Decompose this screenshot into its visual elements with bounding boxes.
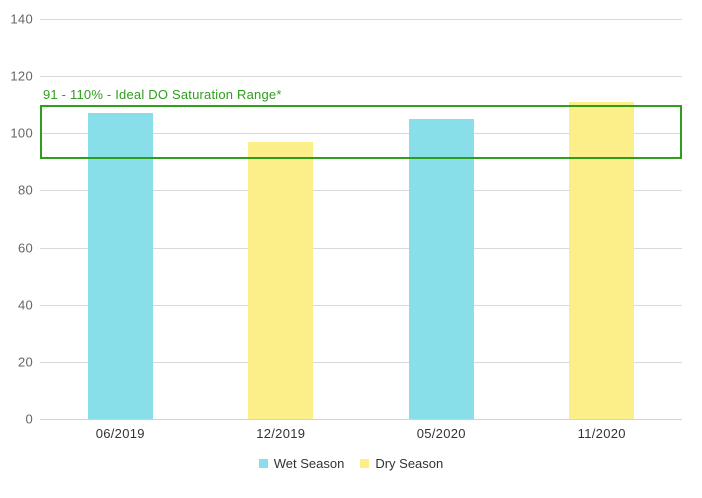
y-tick-label-40: 40 xyxy=(17,297,33,313)
y-tick-label-60: 60 xyxy=(17,240,33,256)
gridline-60 xyxy=(40,248,682,249)
gridline-100 xyxy=(40,133,682,134)
legend-label: Dry Season xyxy=(375,456,444,471)
gridline-0 xyxy=(40,419,682,420)
y-tick-label-20: 20 xyxy=(17,354,33,370)
legend-swatch-wet-season xyxy=(258,459,268,468)
legend-label: Wet Season xyxy=(273,456,345,471)
x-tick-label-06-2019: 06/2019 xyxy=(95,426,145,441)
bar-11-2020[interactable] xyxy=(569,101,635,419)
legend: Wet Season Dry Season xyxy=(0,456,702,471)
y-tick-label-120: 120 xyxy=(10,68,33,84)
ideal-range-annotation: 91 - 110% - Ideal DO Saturation Range* xyxy=(43,87,282,102)
x-tick-label-11-2020: 11/2020 xyxy=(577,426,626,441)
y-tick-label-80: 80 xyxy=(17,182,33,198)
legend-item-wet-season[interactable]: Wet Season xyxy=(258,456,345,471)
x-tick-label-12-2019: 12/2019 xyxy=(256,426,306,441)
bar-06-2019[interactable] xyxy=(87,113,153,419)
bar-12-2019[interactable] xyxy=(248,141,314,419)
y-tick-label-100: 100 xyxy=(10,125,33,141)
y-tick-label-0: 0 xyxy=(25,411,33,427)
gridline-80 xyxy=(40,190,682,191)
legend-item-dry-season[interactable]: Dry Season xyxy=(360,456,443,471)
gridline-120 xyxy=(40,76,682,77)
gridline-40 xyxy=(40,305,682,306)
bar-05-2020[interactable] xyxy=(408,119,474,419)
y-tick-label-140: 140 xyxy=(10,11,33,27)
legend-swatch-dry-season xyxy=(360,459,370,468)
gridline-140 xyxy=(40,19,682,20)
gridline-20 xyxy=(40,362,682,363)
x-tick-label-05-2020: 05/2020 xyxy=(416,426,466,441)
